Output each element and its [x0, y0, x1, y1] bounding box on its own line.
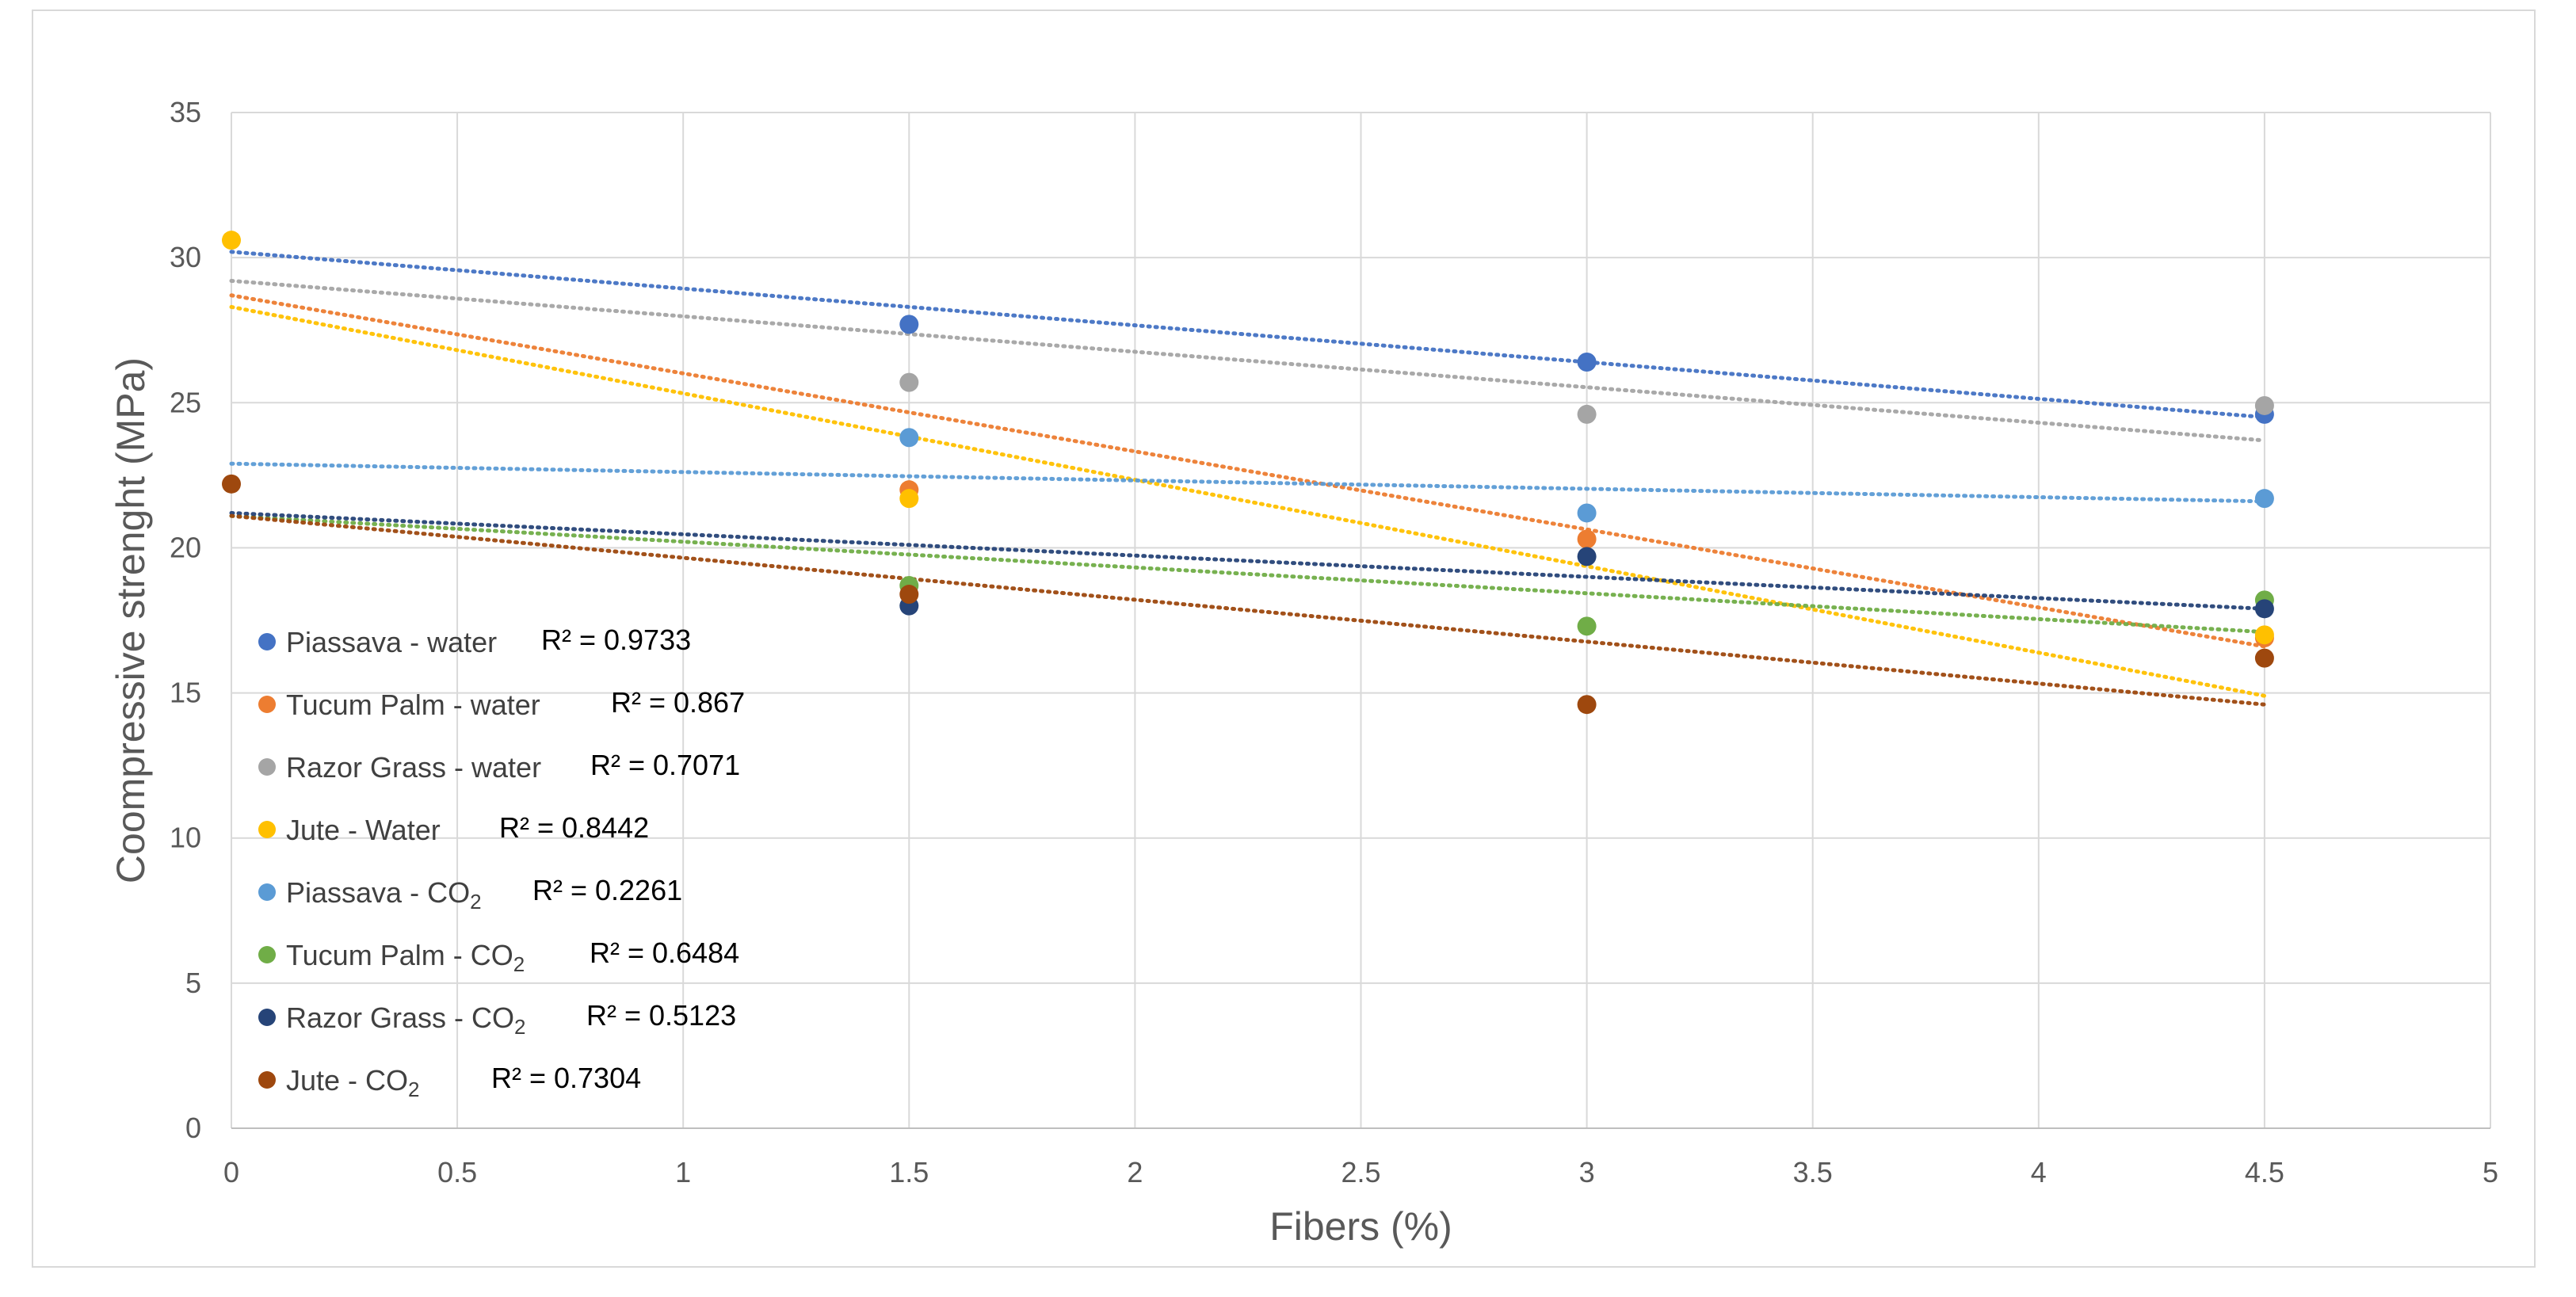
legend-marker-6: [258, 1009, 276, 1026]
legend-marker-7: [258, 1071, 276, 1089]
x-tick-label-2: 2: [1127, 1156, 1143, 1188]
x-tick-label-0: 0: [223, 1156, 239, 1188]
y-axis-title: Coompressive strenght (MPa): [109, 357, 153, 883]
data-point-s5-1: [1577, 616, 1597, 636]
chart-frame: [32, 10, 2536, 1268]
trendline-1: [229, 293, 2267, 649]
y-tick-label-5: 5: [185, 967, 201, 999]
data-point-s6-2: [2254, 599, 2274, 619]
data-point-s4-1: [1577, 503, 1597, 523]
legend-label-6: Razor Grass - CO2: [286, 1001, 526, 1039]
legend-marker-2: [258, 758, 276, 776]
x-axis-title: Fibers (%): [1269, 1204, 1452, 1249]
legend-subscript-7: 2: [408, 1078, 419, 1101]
x-tick-label-5: 5: [2483, 1156, 2498, 1188]
trendline-4: [229, 461, 2267, 504]
trendline-2: [229, 278, 2267, 443]
y-tick-label-35: 35: [170, 96, 201, 128]
legend-marker-1: [258, 696, 276, 713]
y-tick-label-20: 20: [170, 531, 201, 563]
r2-label-2: R² = 0.7071: [590, 749, 740, 781]
legend-marker-4: [258, 883, 276, 901]
data-point-s7-0: [222, 474, 241, 494]
legend-label-3: Jute - Water: [286, 814, 441, 846]
r2-label-0: R² = 0.9733: [541, 624, 691, 656]
data-point-s0-1: [1577, 353, 1597, 372]
data-point-s3-1: [899, 489, 919, 509]
y-tick-label-15: 15: [170, 677, 201, 709]
data-point-s7-1: [899, 585, 919, 605]
r2-label-5: R² = 0.6484: [590, 937, 739, 969]
r2-label-7: R² = 0.7304: [491, 1062, 641, 1094]
data-point-s7-2: [1577, 695, 1597, 715]
trendline-7: [229, 513, 2267, 707]
legend-marker-0: [258, 633, 276, 650]
x-tick-label-0.5: 0.5: [437, 1156, 477, 1188]
data-point-s6-1: [1577, 547, 1597, 566]
legend-label-7: Jute - CO2: [286, 1064, 420, 1101]
trendline-6: [229, 510, 2267, 611]
data-point-s2-0: [899, 372, 919, 392]
y-tick-label-10: 10: [170, 822, 201, 854]
legend-subscript-5: 2: [513, 952, 525, 976]
r2-label-4: R² = 0.2261: [532, 874, 682, 906]
x-tick-label-1: 1: [675, 1156, 691, 1188]
y-tick-label-25: 25: [170, 386, 201, 418]
r2-label-3: R² = 0.8442: [499, 811, 649, 844]
data-points: [222, 231, 2274, 715]
legend: Piassava - water R² = 0.9733 Tucum Palm - …: [258, 624, 745, 1101]
data-point-s0-0: [899, 315, 919, 334]
data-point-s2-1: [1577, 404, 1597, 424]
data-point-s4-2: [2254, 489, 2274, 509]
tick-labels: 0 5 10 15 20 25 30 35 0 0.5 1 1.5 2 2.5 3 3.5 4 4.5 5: [170, 96, 2498, 1188]
data-point-s1-1: [1577, 529, 1597, 549]
y-tick-label-0: 0: [185, 1112, 201, 1144]
trendline-5: [229, 513, 2267, 635]
data-point-s4-0: [899, 428, 919, 448]
legend-label-1: Tucum Palm - water: [286, 689, 540, 721]
legend-label-5: Tucum Palm - CO2: [286, 939, 525, 976]
legend-label-2: Razor Grass - water: [286, 751, 541, 784]
trendline-3: [229, 304, 2267, 698]
x-tick-label-4: 4: [2031, 1156, 2047, 1188]
legend-label-0: Piassava - water: [286, 626, 497, 658]
r2-label-6: R² = 0.5123: [586, 999, 736, 1032]
legend-marker-5: [258, 946, 276, 963]
legend-subscript-4: 2: [470, 890, 481, 914]
y-tick-label-30: 30: [170, 241, 201, 273]
legend-marker-3: [258, 821, 276, 838]
x-tick-label-3.5: 3.5: [1793, 1156, 1833, 1188]
data-point-s3-0: [222, 231, 241, 250]
r2-label-1: R² = 0.867: [611, 686, 745, 719]
data-point-s3-2: [2254, 625, 2274, 645]
trendlines: [229, 250, 2267, 707]
data-point-s2-2: [2254, 395, 2274, 415]
x-tick-label-3: 3: [1579, 1156, 1595, 1188]
data-point-s7-3: [2254, 648, 2274, 668]
x-tick-label-2.5: 2.5: [1341, 1156, 1380, 1188]
legend-label-4: Piassava - CO2: [286, 876, 482, 914]
x-tick-label-4.5: 4.5: [2245, 1156, 2284, 1188]
trendline-0: [229, 250, 2267, 420]
legend-subscript-6: 2: [514, 1015, 525, 1039]
x-tick-label-1.5: 1.5: [889, 1156, 929, 1188]
